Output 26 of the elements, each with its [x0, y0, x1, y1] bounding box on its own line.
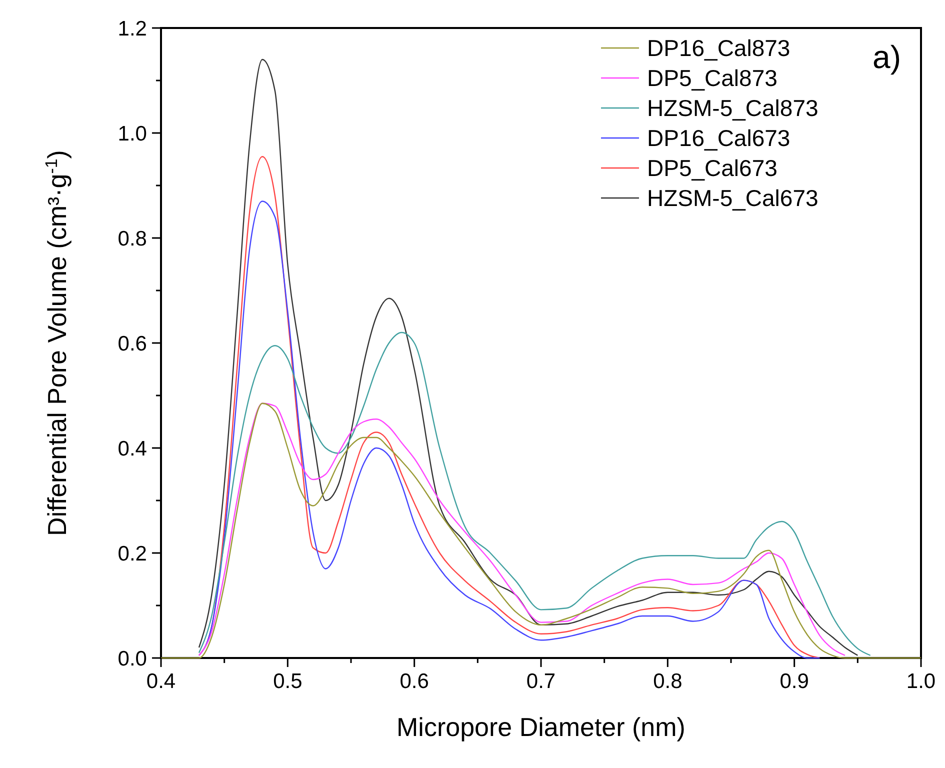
y-tick-label: 0.6: [118, 332, 147, 356]
legend-label: DP5_Cal673: [647, 155, 778, 182]
x-tick-label: 1.0: [906, 670, 936, 693]
y-tick-label: 1.2: [118, 17, 147, 40]
y-tick-label: 0.2: [118, 542, 147, 566]
x-tick-label: 0.9: [780, 670, 809, 693]
x-tick-label: 0.5: [273, 670, 302, 693]
line-series: [198, 402, 846, 656]
legend-label: DP5_Cal873: [647, 65, 778, 92]
legend-label: DP16_Cal673: [647, 125, 790, 152]
annotation: a): [872, 39, 901, 75]
legend-label: DP16_Cal873: [647, 35, 790, 62]
y-tick-label: 0.0: [118, 647, 147, 670]
legend-label: HZSM-5_Cal673: [647, 185, 818, 212]
y-tick-label: 0.8: [118, 227, 147, 250]
line-series: [198, 58, 858, 656]
x-tick-label: 0.7: [526, 670, 556, 693]
line-series: [160, 402, 922, 659]
y-tick-label: 0.4: [118, 437, 148, 460]
x-tick-label: 0.8: [653, 670, 682, 693]
line-series: [198, 332, 871, 656]
x-tick-label: 0.4: [146, 670, 176, 693]
x-axis-title: Micropore Diameter (nm): [396, 712, 686, 742]
x-tick-label: 0.6: [400, 670, 429, 693]
y-tick-label: 1.0: [118, 122, 147, 146]
legend-label: HZSM-5_Cal873: [647, 95, 818, 122]
